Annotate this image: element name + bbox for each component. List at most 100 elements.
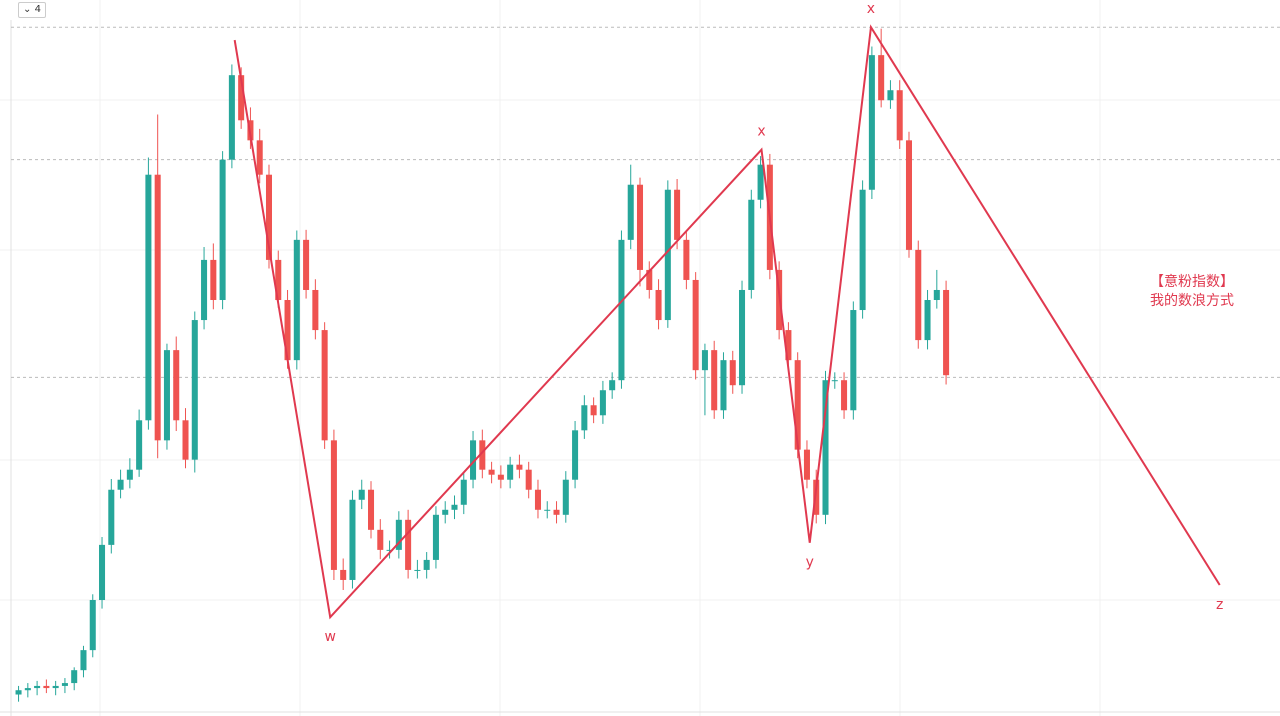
wave-label: z bbox=[1216, 597, 1223, 613]
candle-body bbox=[599, 390, 606, 416]
candle-body bbox=[442, 509, 449, 515]
candle-body bbox=[470, 440, 477, 480]
candle-body bbox=[794, 360, 801, 450]
candle-body bbox=[701, 350, 708, 371]
candle-body bbox=[265, 174, 272, 260]
candle-body bbox=[822, 380, 829, 515]
candle-body bbox=[729, 360, 736, 386]
candle-body bbox=[349, 499, 356, 580]
chevron: ⌄ bbox=[23, 4, 35, 15]
candle-body bbox=[896, 90, 903, 141]
candle-body bbox=[15, 690, 22, 695]
candle-body bbox=[275, 259, 282, 301]
candle-body bbox=[154, 174, 161, 441]
candle-body bbox=[516, 464, 523, 470]
candle-body bbox=[238, 75, 245, 121]
candle-body bbox=[358, 489, 365, 500]
candle-body bbox=[377, 529, 384, 550]
candle-body bbox=[99, 544, 106, 601]
candle-body bbox=[191, 320, 198, 460]
candle-body bbox=[924, 300, 931, 341]
candle-body bbox=[525, 469, 532, 490]
candle-body bbox=[618, 239, 625, 381]
candle-body bbox=[479, 440, 486, 470]
candle-body bbox=[173, 350, 180, 421]
candle-body bbox=[108, 489, 115, 545]
candle-body bbox=[423, 559, 430, 570]
candle-body bbox=[303, 239, 310, 290]
candle-body bbox=[395, 519, 402, 550]
candle-body bbox=[636, 184, 644, 270]
candle-body bbox=[89, 600, 96, 651]
candle-body bbox=[590, 405, 597, 416]
candle-body bbox=[868, 55, 875, 190]
candle-body bbox=[692, 279, 699, 371]
candle-body bbox=[488, 469, 495, 475]
candle-body bbox=[933, 289, 940, 301]
candle-body bbox=[785, 330, 792, 361]
candle-body bbox=[34, 685, 41, 689]
interval-label: 4 bbox=[34, 4, 41, 15]
candle-body bbox=[71, 670, 78, 684]
candle-body bbox=[803, 449, 810, 480]
candle-body bbox=[432, 514, 439, 560]
candle-body bbox=[117, 479, 124, 490]
candle-body bbox=[136, 420, 143, 470]
candle-body bbox=[284, 300, 291, 361]
candle-body bbox=[451, 504, 458, 510]
candle-body bbox=[368, 489, 375, 530]
candle-body bbox=[572, 430, 579, 480]
candle-body bbox=[757, 164, 764, 200]
candle-body bbox=[228, 75, 235, 160]
interval-selector[interactable]: ⌄ 4 bbox=[18, 2, 46, 18]
candle-body bbox=[145, 174, 152, 421]
candle-body bbox=[24, 688, 31, 691]
candle-body bbox=[80, 650, 87, 671]
annotation: 我的数浪方式 bbox=[1150, 293, 1234, 309]
candle-body bbox=[841, 380, 848, 411]
candle-body bbox=[312, 289, 319, 331]
candle-body bbox=[386, 549, 393, 551]
candle-body bbox=[52, 685, 59, 689]
candle-body bbox=[915, 249, 922, 341]
candle-body bbox=[256, 140, 263, 175]
candle-body bbox=[182, 420, 189, 460]
candle-body bbox=[609, 380, 616, 391]
candle-body bbox=[210, 259, 217, 301]
candle-body bbox=[859, 189, 866, 311]
wave-line bbox=[233, 24, 1221, 620]
wave-label: x bbox=[867, 1, 875, 17]
candle-body bbox=[61, 683, 68, 686]
candle-body bbox=[878, 55, 885, 101]
candle-body bbox=[655, 289, 662, 321]
candle-body bbox=[405, 519, 412, 570]
candle-body bbox=[664, 189, 671, 321]
candle-body bbox=[562, 479, 569, 515]
candle-body bbox=[43, 685, 50, 689]
candle-body bbox=[711, 350, 718, 411]
candle-body bbox=[850, 310, 857, 411]
wave-label: y bbox=[806, 555, 814, 571]
candle-body bbox=[831, 380, 838, 382]
candle-body bbox=[414, 569, 421, 571]
candle-body bbox=[627, 184, 634, 240]
candle-body bbox=[674, 189, 681, 240]
candle-body bbox=[720, 360, 727, 411]
candle-body bbox=[581, 405, 588, 431]
candle-body bbox=[219, 159, 226, 301]
candle-body bbox=[646, 269, 653, 290]
wave-label: x bbox=[757, 124, 765, 140]
candle-body bbox=[163, 350, 170, 441]
candle-body bbox=[534, 489, 541, 510]
candle-body bbox=[497, 474, 504, 480]
wave-label: w bbox=[324, 629, 335, 645]
candle-body bbox=[330, 440, 337, 570]
candle-body bbox=[553, 509, 560, 515]
candle-body bbox=[507, 464, 514, 480]
candle-body bbox=[544, 509, 551, 511]
candle-body bbox=[905, 140, 912, 250]
candle-body bbox=[340, 569, 347, 580]
candle-body bbox=[321, 330, 328, 441]
